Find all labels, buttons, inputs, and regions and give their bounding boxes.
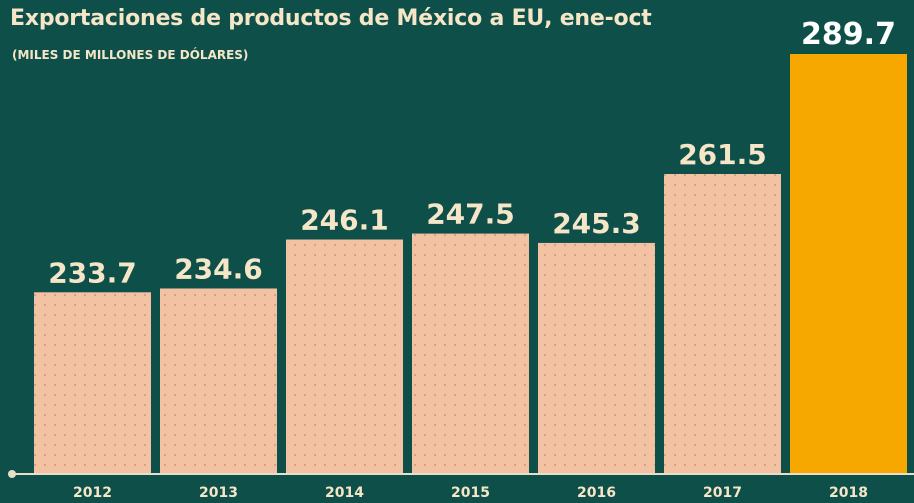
value-label-2014: 246.1 bbox=[300, 204, 389, 237]
bar-2015 bbox=[412, 233, 529, 474]
value-label-2012: 233.7 bbox=[48, 256, 137, 289]
bar-2014 bbox=[286, 239, 403, 474]
bar-2017 bbox=[664, 174, 781, 474]
x-tick-label-2012: 2012 bbox=[73, 485, 112, 501]
x-tick-label-2015: 2015 bbox=[451, 485, 490, 501]
x-axis-origin-dot bbox=[8, 470, 16, 478]
value-label-2015: 247.5 bbox=[426, 198, 515, 231]
value-label-2016: 245.3 bbox=[552, 207, 641, 240]
value-label-2018: 289.7 bbox=[801, 17, 896, 52]
x-tick-label-2013: 2013 bbox=[199, 485, 238, 501]
value-label-2017: 261.5 bbox=[678, 138, 767, 171]
chart-title: Exportaciones de productos de México a E… bbox=[10, 6, 652, 31]
x-tick-label-2018: 2018 bbox=[829, 485, 868, 501]
bar-2012 bbox=[34, 292, 151, 474]
x-tick-label-2016: 2016 bbox=[577, 485, 616, 501]
bars-layer bbox=[34, 54, 907, 474]
bar-2013 bbox=[160, 288, 277, 474]
x-tick-label-2014: 2014 bbox=[325, 485, 364, 501]
x-tick-label-2017: 2017 bbox=[703, 485, 742, 501]
labels-layer: 233.7 2012 234.6 2013 246.1 2014 247.5 2015 245.… bbox=[48, 17, 896, 501]
bar-2016 bbox=[538, 242, 655, 474]
bar-2018 bbox=[790, 54, 907, 474]
value-label-2013: 234.6 bbox=[174, 252, 263, 285]
chart-subtitle: (MILES DE MILLONES DE DÓLARES) bbox=[12, 48, 249, 62]
